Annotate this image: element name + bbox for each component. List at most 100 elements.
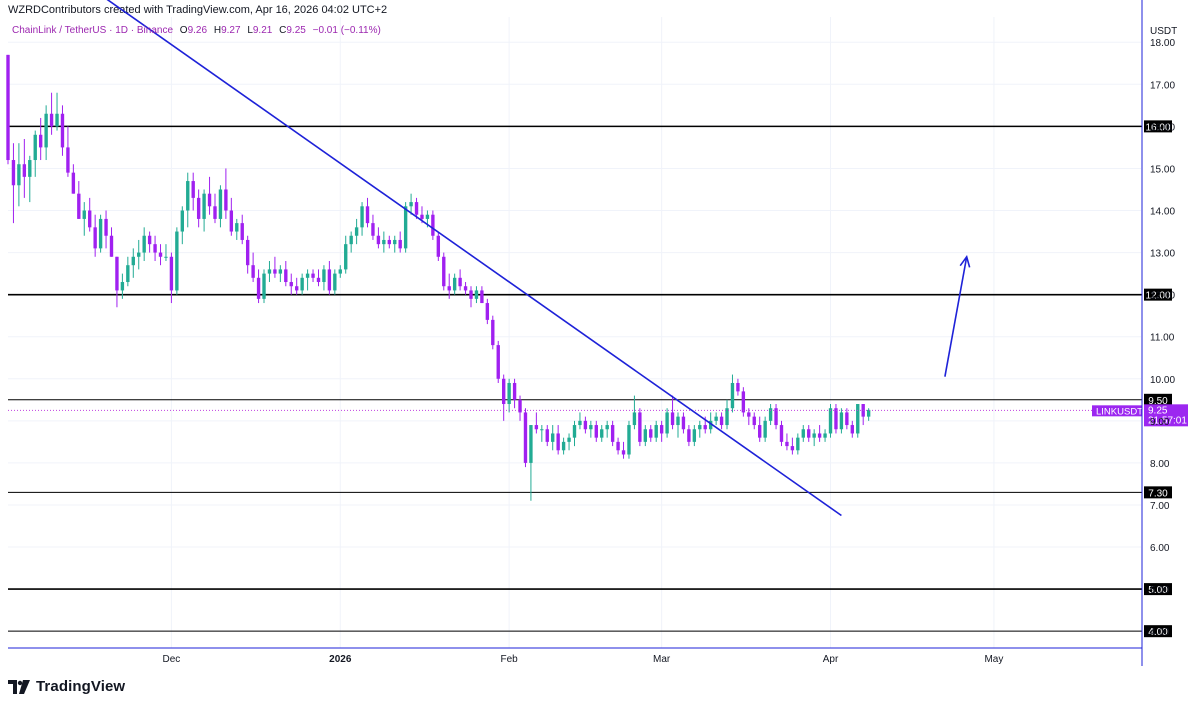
candle-body (305, 273, 310, 278)
legend-close-label: C (279, 25, 286, 36)
y-tick-label: 18.00 (1150, 38, 1175, 49)
candle-body (28, 160, 32, 177)
candle-body (779, 425, 784, 442)
candle-body (812, 433, 816, 438)
candle-body (88, 210, 92, 228)
candle-body (284, 269, 288, 283)
candle-body (398, 239, 402, 249)
symbol-label: LINKUSDT (1096, 406, 1143, 417)
candle-body (153, 244, 157, 253)
candle-body (501, 378, 506, 405)
legend-low-label: L (247, 25, 253, 36)
candle-body (240, 223, 244, 240)
candle-body (736, 382, 740, 392)
candle-body (382, 239, 386, 245)
candle-body (147, 235, 152, 245)
candle-body (126, 265, 130, 283)
candle-body (845, 412, 849, 426)
candle-body (670, 412, 675, 426)
candle-body (365, 206, 370, 224)
candle-body (665, 412, 669, 434)
candle-body (49, 113, 54, 127)
candle-body (207, 193, 212, 207)
candle-body (338, 269, 342, 274)
candle-body (82, 210, 86, 219)
candle-body (654, 425, 658, 438)
candle-body (758, 425, 762, 438)
level-price-label: 7.30 (1148, 488, 1168, 499)
y-tick-label: 16.00 (1150, 122, 1175, 133)
candle-body (354, 227, 359, 236)
candle-body (120, 282, 125, 291)
y-tick-label: 7.00 (1150, 501, 1170, 512)
candle-body (251, 265, 255, 278)
candles (6, 54, 871, 501)
candle-body (409, 202, 413, 207)
candle-body (627, 425, 631, 455)
candle-body (774, 408, 778, 426)
last-price-label-bg (1144, 404, 1188, 427)
candle-body (431, 214, 435, 236)
candle-body (22, 164, 27, 177)
candle-body (295, 286, 299, 291)
y-tick-label: 4.00 (1150, 627, 1170, 638)
x-tick-label: Apr (823, 654, 839, 665)
candle-body (801, 429, 805, 438)
candle-body (551, 433, 555, 442)
up-arrow-shaft (944, 256, 968, 377)
candle-body (77, 193, 81, 219)
candle-body (638, 412, 642, 442)
candle-body (534, 425, 539, 430)
candle-body (850, 425, 854, 434)
candle-body (93, 227, 97, 249)
candle-body (202, 193, 206, 219)
candle-body (730, 382, 735, 409)
candle-body (71, 172, 76, 194)
candle-body (817, 433, 822, 438)
x-tick-label: Mar (653, 654, 671, 665)
candle-body (714, 416, 718, 421)
candle-body (235, 223, 239, 232)
candle-body (191, 181, 195, 198)
candle-body (545, 429, 549, 442)
level-price-label-bg (1144, 288, 1172, 301)
candle-body (621, 450, 626, 455)
y-tick-label: 11.00 (1150, 333, 1175, 344)
tradingview-brand: TradingView (36, 678, 126, 695)
candle-body (452, 277, 457, 291)
candle-body (790, 446, 795, 451)
candle-body (768, 408, 773, 421)
candle-body (322, 269, 326, 283)
candle-body (823, 433, 827, 438)
candle-body (442, 256, 446, 287)
legend-open-value: 9.26 (188, 25, 208, 36)
axis-unit-label: USDT (1150, 26, 1177, 37)
candle-body (164, 256, 168, 258)
candle-body (55, 113, 59, 127)
candle-body (687, 429, 691, 442)
candle-body (458, 277, 462, 287)
candle-body (643, 429, 648, 442)
candle-body (289, 282, 293, 287)
legend-high-value: 9.27 (221, 25, 241, 36)
candle-body (763, 420, 767, 438)
tradingview-logo[interactable]: TradingView (8, 678, 125, 695)
candle-body (529, 425, 533, 463)
candle-body (175, 231, 179, 291)
candle-body (311, 273, 315, 278)
up-arrow-head (959, 254, 971, 268)
level-price-label-bg (1144, 120, 1172, 133)
legend-open-label: O (180, 25, 188, 36)
candle-body (807, 429, 811, 438)
candle-body (681, 416, 686, 430)
candle-body (447, 286, 451, 291)
candle-body (360, 206, 364, 228)
candle-body (245, 239, 250, 266)
candle-body (523, 412, 528, 463)
candle-body (572, 425, 577, 438)
candle-body (725, 408, 729, 426)
candle-body (469, 290, 473, 299)
axes: USDT 4.00 5.00 6.00 7.00 8.00 9.00 10.00 11.00 12… (8, 0, 1177, 666)
